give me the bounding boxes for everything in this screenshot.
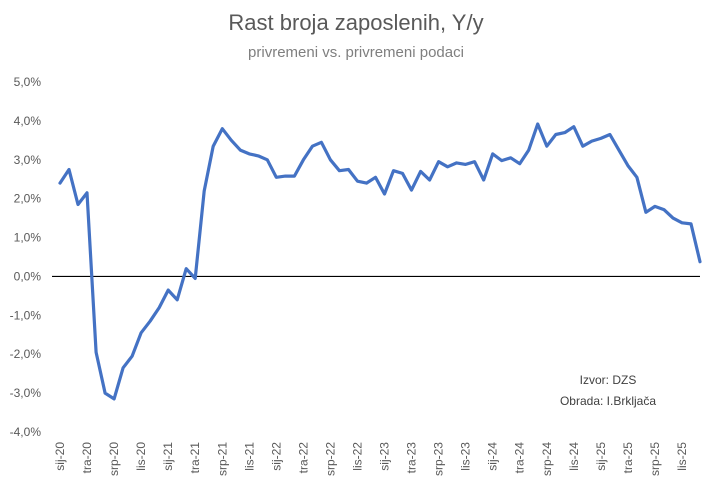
x-tick-label: sij-24 <box>486 442 500 471</box>
x-tick-label: tra-25 <box>621 442 635 474</box>
x-tick-label: srp-21 <box>215 442 229 476</box>
y-tick-label: 0,0% <box>14 269 42 283</box>
series-line <box>58 122 702 401</box>
x-tick-label: srp-24 <box>540 442 554 476</box>
y-tick-label: 1,0% <box>14 231 42 245</box>
x-tick-label: sij-21 <box>161 442 175 471</box>
x-tick-label: lis-23 <box>459 442 473 471</box>
x-tick-label: sij-25 <box>594 442 608 471</box>
x-tick-label: srp-22 <box>323 442 337 476</box>
x-tick-label: sij-22 <box>269 442 283 471</box>
x-tick-label: tra-20 <box>80 442 94 474</box>
y-tick-label: 2,0% <box>14 192 42 206</box>
x-tick-label: tra-23 <box>405 442 419 474</box>
x-tick-label: lis-25 <box>675 442 689 471</box>
y-tick-label: -1,0% <box>10 308 42 322</box>
x-tick-label: lis-20 <box>134 442 148 471</box>
x-tick-label: srp-20 <box>107 442 121 476</box>
x-tick-label: lis-21 <box>242 442 256 471</box>
x-tick-label: lis-24 <box>567 442 581 471</box>
y-tick-label: -4,0% <box>10 425 42 439</box>
chart-subtitle: privremeni vs. privremeni podaci <box>248 44 464 61</box>
x-tick-label: srp-25 <box>648 442 662 476</box>
x-tick-label: srp-23 <box>432 442 446 476</box>
chart-title: Rast broja zaposlenih, Y/y <box>228 10 484 35</box>
y-tick-label: 4,0% <box>14 114 42 128</box>
x-tick-label: sij-23 <box>378 442 392 471</box>
x-tick-label: tra-21 <box>188 442 202 474</box>
y-tick-label: 5,0% <box>14 75 42 89</box>
x-tick-label: lis-22 <box>350 442 364 471</box>
y-tick-label: -3,0% <box>10 386 42 400</box>
y-tick-label: -2,0% <box>10 347 42 361</box>
source-note: Izvor: DZS <box>580 373 637 387</box>
x-tick-label: tra-22 <box>296 442 310 474</box>
author-note: Obrada: I.Brkljača <box>560 394 656 408</box>
x-tick-label: tra-24 <box>513 442 527 474</box>
y-tick-label: 3,0% <box>14 153 42 167</box>
x-tick-label: sij-20 <box>53 442 67 471</box>
